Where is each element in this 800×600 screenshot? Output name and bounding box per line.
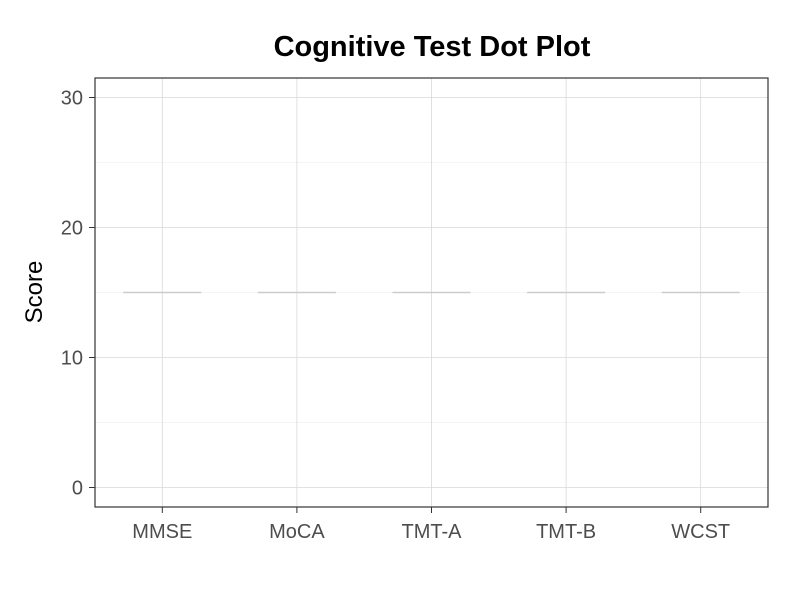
axis-layer: 0 10 20 30 MMSE MoCA TMT-A TMT-B WCST (61, 88, 730, 544)
grid-layer (95, 78, 768, 507)
y-tick-label: 30 (61, 88, 83, 110)
x-tick-label: WCST (671, 521, 730, 543)
y-axis-label: Score (21, 261, 48, 324)
chart-title: Cognitive Test Dot Plot (274, 31, 591, 63)
y-tick-label: 20 (61, 218, 83, 240)
x-tick-label: MoCA (269, 521, 325, 543)
panel-border (94, 77, 769, 508)
y-tick-label: 0 (72, 478, 83, 500)
x-tick-label: MMSE (132, 521, 192, 543)
x-tick-label: TMT-A (402, 521, 463, 543)
x-tick-label: TMT-B (536, 521, 596, 543)
y-tick-label: 10 (61, 348, 83, 370)
